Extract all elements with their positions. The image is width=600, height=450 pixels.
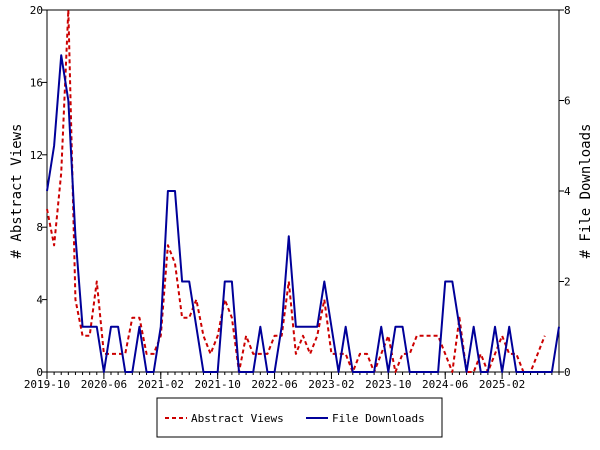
- x-axis: 2019-10 2020-06 2021-02 2021-10 2022-06 2023-…: [24, 372, 525, 391]
- x-tick-label: 2024-06: [422, 378, 468, 391]
- y-tick-label: 20: [30, 4, 43, 17]
- left-axis-title: # Abstract Views: [9, 124, 25, 259]
- legend: Abstract Views File Downloads: [156, 397, 443, 438]
- plot-frame: [46, 9, 560, 373]
- legend-label-abstract-views: Abstract Views: [191, 412, 284, 425]
- x-tick-label: 2021-10: [194, 378, 240, 391]
- series-line-abstract-views: [46, 9, 546, 373]
- y2-tick-label: 8: [564, 4, 571, 17]
- legend-label-file-downloads: File Downloads: [332, 412, 425, 425]
- x-tick-label: 2022-06: [251, 378, 297, 391]
- x-tick-label: 2023-10: [365, 378, 411, 391]
- x-tick-label: 2019-10: [24, 378, 70, 391]
- legend-box: [156, 397, 443, 438]
- series-line-file-downloads: [46, 54, 560, 373]
- y-tick-label: 4: [36, 294, 43, 307]
- right-y-axis: 0 2 4 6 8: [559, 4, 571, 379]
- x-tick-label: 2021-02: [138, 378, 184, 391]
- y-tick-label: 8: [36, 221, 43, 234]
- x-tick-label: 2020-06: [81, 378, 127, 391]
- y2-tick-label: 2: [564, 276, 571, 289]
- y2-tick-label: 6: [564, 95, 571, 108]
- series-layer: [46, 9, 560, 373]
- y-tick-label: 0: [36, 366, 43, 379]
- y-tick-label: 16: [30, 76, 43, 89]
- y2-tick-label: 4: [564, 185, 571, 198]
- y-tick-label: 12: [30, 149, 43, 162]
- y2-tick-label: 0: [564, 366, 571, 379]
- right-axis-title: # File Downloads: [578, 124, 594, 259]
- left-y-axis: 0 4 8 12 16 20: [30, 4, 47, 379]
- x-tick-label: 2025-02: [479, 378, 525, 391]
- x-tick-label: 2023-02: [308, 378, 354, 391]
